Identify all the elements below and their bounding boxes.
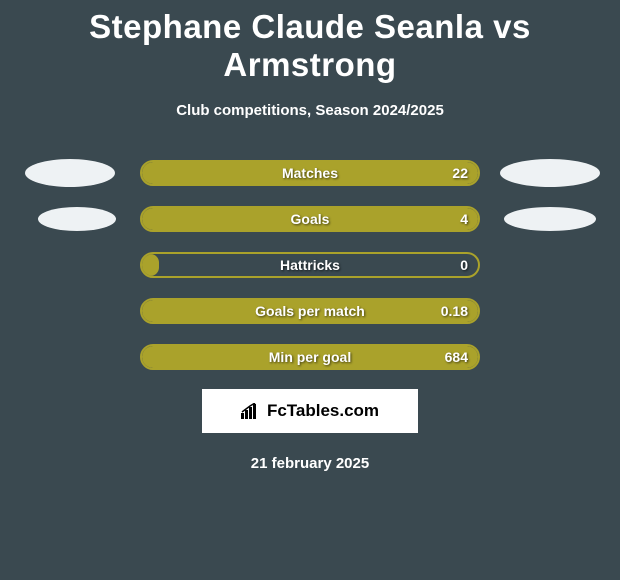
stat-row: Hattricks0 [0, 251, 620, 279]
left-side [20, 251, 120, 279]
logo-box: FcTables.com [202, 389, 418, 433]
comparison-card: Stephane Claude Seanla vs Armstrong Club… [0, 0, 620, 472]
right-side [500, 297, 600, 325]
left-side [20, 205, 120, 233]
right-side [500, 251, 600, 279]
stat-value: 0.18 [441, 300, 468, 322]
stat-bar: Goals4 [140, 206, 480, 232]
stat-bar: Hattricks0 [140, 252, 480, 278]
stat-row: Goals per match0.18 [0, 297, 620, 325]
subtitle: Club competitions, Season 2024/2025 [0, 102, 620, 119]
stat-bar: Goals per match0.18 [140, 298, 480, 324]
stat-value: 4 [460, 208, 468, 230]
stat-bar: Matches22 [140, 160, 480, 186]
stat-row: Goals4 [0, 205, 620, 233]
stat-value: 0 [460, 254, 468, 276]
stats-list: Matches22 Goals4 Hattricks0 Goals per match… [0, 159, 620, 371]
stat-label: Matches [142, 162, 478, 184]
page-title: Stephane Claude Seanla vs Armstrong [0, 8, 620, 84]
left-side [20, 159, 120, 187]
stat-value: 684 [445, 346, 468, 368]
left-side [20, 297, 120, 325]
right-side [500, 159, 600, 187]
logo-text: FcTables.com [267, 401, 379, 421]
player-ellipse-right [504, 207, 596, 231]
left-side [20, 343, 120, 371]
player-ellipse-right [500, 159, 600, 187]
right-side [500, 343, 600, 371]
player-ellipse-left [25, 159, 115, 187]
date-label: 21 february 2025 [0, 455, 620, 472]
stat-value: 22 [452, 162, 468, 184]
stat-label: Hattricks [142, 254, 478, 276]
logo: FcTables.com [241, 401, 379, 421]
stat-row: Min per goal684 [0, 343, 620, 371]
right-side [500, 205, 600, 233]
stat-bar: Min per goal684 [140, 344, 480, 370]
stat-label: Goals [142, 208, 478, 230]
stat-label: Goals per match [142, 300, 478, 322]
stat-row: Matches22 [0, 159, 620, 187]
player-ellipse-left [38, 207, 116, 231]
stat-label: Min per goal [142, 346, 478, 368]
chart-icon [241, 403, 261, 419]
